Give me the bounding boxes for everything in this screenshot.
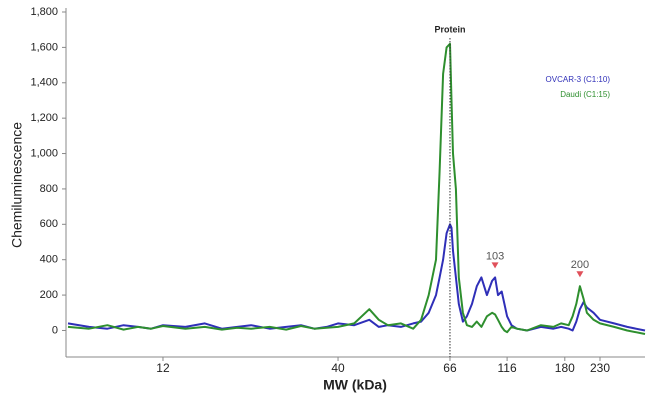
annotation-marker — [491, 262, 499, 269]
legend-entry: OVCAR-3 (C1:10) — [546, 75, 611, 84]
series-line — [67, 223, 646, 332]
legend-entry: Daudi (C1:15) — [560, 90, 610, 99]
series-line — [67, 42, 646, 335]
x-tick-label: 66 — [443, 361, 457, 375]
y-tick-label: 400 — [40, 254, 58, 266]
annotation-label: 200 — [571, 259, 589, 271]
y-tick-label: 1,000 — [30, 147, 58, 159]
x-tick-label: 180 — [555, 361, 575, 375]
y-tick-label: 600 — [40, 218, 58, 230]
annotation-label: Protein — [434, 24, 465, 34]
x-tick-label: 116 — [498, 361, 517, 375]
y-tick-label: 800 — [40, 183, 58, 195]
annotation-marker — [576, 271, 584, 278]
annotation-label: 103 — [486, 250, 504, 262]
x-tick-label: 40 — [331, 361, 345, 375]
y-tick-label: 1,200 — [30, 112, 58, 124]
y-tick-label: 1,600 — [30, 41, 58, 53]
x-axis-label: MW (kDa) — [323, 377, 387, 393]
x-tick-label: 12 — [156, 361, 170, 375]
x-tick-label: 230 — [590, 361, 610, 375]
y-tick-label: 200 — [40, 289, 58, 301]
y-tick-label: 1,800 — [30, 6, 58, 18]
y-tick-label: 1,400 — [30, 77, 58, 89]
y-axis-label: Chemiluminescence — [9, 122, 25, 248]
y-tick-label: 0 — [52, 324, 58, 336]
